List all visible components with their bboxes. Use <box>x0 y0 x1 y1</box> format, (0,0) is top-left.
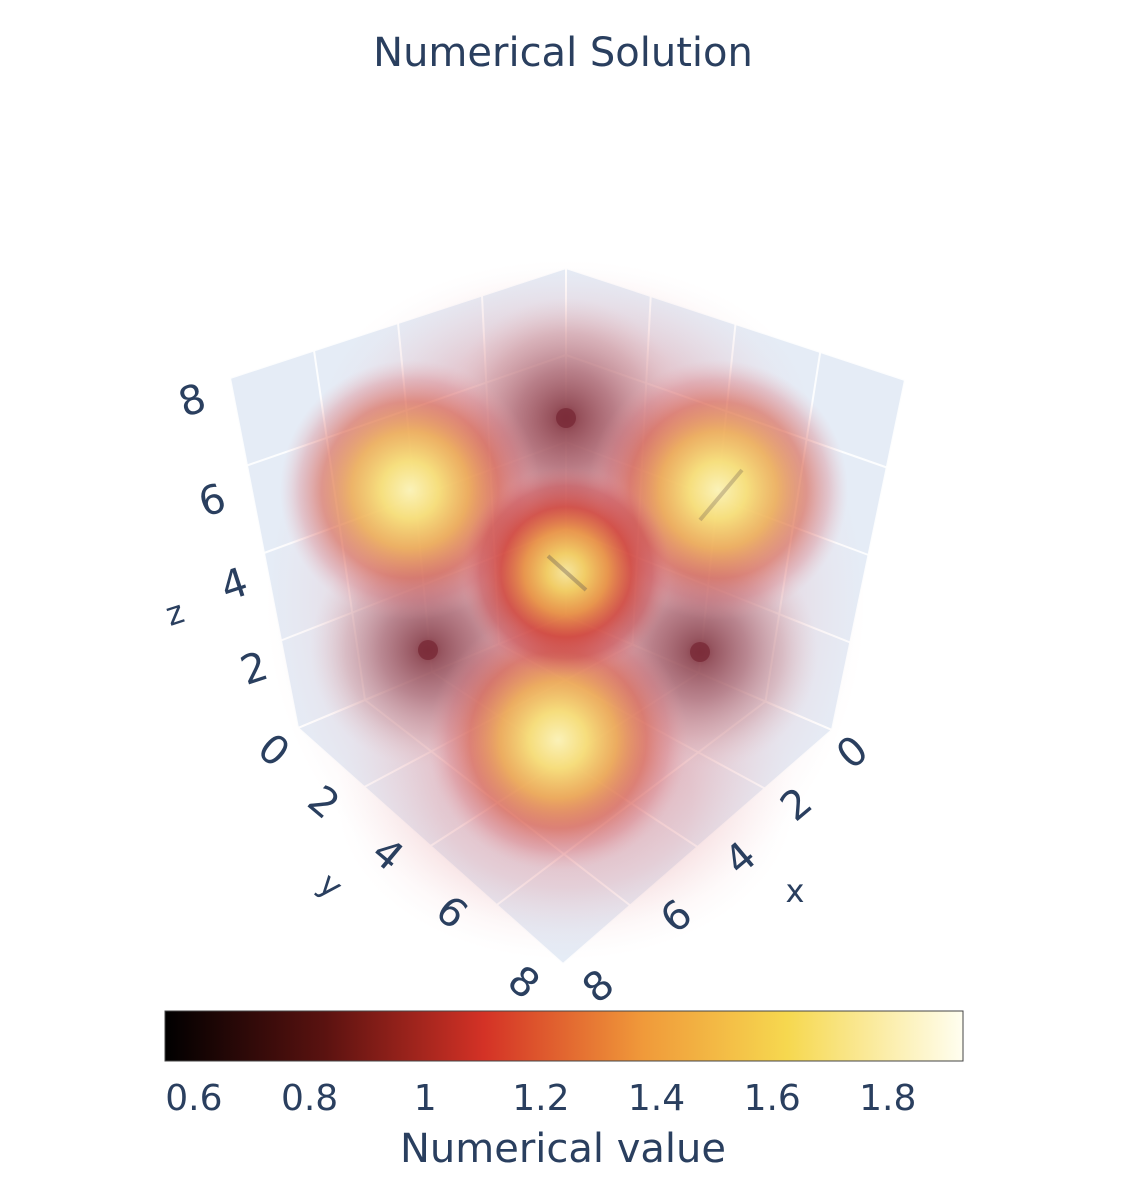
colorbar-tick-label: 1.2 <box>512 1078 569 1119</box>
colorbar-tick-label: 1.6 <box>744 1078 801 1119</box>
colorbar-ticks: 0.6 0.8 1 1.2 1.4 1.6 1.8 <box>165 1078 916 1119</box>
z-tick: 4 <box>215 559 253 611</box>
y-tick: 0 <box>249 725 298 777</box>
peak-center-streak <box>546 554 588 592</box>
colorbar-scale <box>164 1010 964 1062</box>
z-tick: 6 <box>193 475 231 527</box>
x-tick: 8 <box>574 961 623 1013</box>
colorbar-tick-label: 0.6 <box>165 1078 222 1119</box>
y-tick: 8 <box>499 957 548 1009</box>
peak-center <box>461 467 671 677</box>
colorbar-tick-label: 1.4 <box>628 1078 685 1119</box>
x-axis-title: x <box>786 872 805 910</box>
colorbar-title: Numerical value <box>400 1126 726 1172</box>
colorbar-tick-label: 0.8 <box>281 1078 338 1119</box>
z-tick: 2 <box>235 643 273 695</box>
trough-lower-left-core <box>418 640 438 660</box>
trough-top-core <box>556 408 576 428</box>
colorbar-tick-label: 1.8 <box>859 1078 916 1119</box>
z-axis-title: z <box>161 592 189 633</box>
colorbar-tick-label: 1 <box>414 1078 437 1119</box>
volume-render <box>266 260 866 960</box>
trough-lower-right-core <box>690 642 710 662</box>
z-tick: 8 <box>173 375 211 427</box>
peak-bottom <box>428 610 688 870</box>
y-axis-title: y <box>311 865 350 906</box>
colorbar: 0.6 0.8 1 1.2 1.4 1.6 1.8 Numerical value <box>164 1010 964 1172</box>
scene-3d[interactable]: 8 6 4 2 z 0 2 4 6 8 y 0 2 4 6 8 x <box>161 260 906 1013</box>
chart-title: Numerical Solution <box>373 30 753 76</box>
peak-upper-right-streak <box>698 468 744 522</box>
